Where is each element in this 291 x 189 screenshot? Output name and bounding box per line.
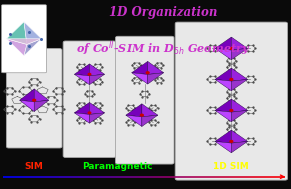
Circle shape	[230, 47, 233, 49]
Polygon shape	[74, 74, 89, 85]
Circle shape	[230, 140, 233, 142]
Polygon shape	[34, 100, 49, 112]
Polygon shape	[89, 64, 104, 76]
Circle shape	[230, 78, 233, 80]
Polygon shape	[215, 130, 231, 143]
Polygon shape	[89, 113, 104, 123]
Text: 1D SIM: 1D SIM	[214, 162, 249, 171]
FancyBboxPatch shape	[175, 22, 288, 180]
FancyBboxPatch shape	[1, 5, 47, 73]
Circle shape	[146, 72, 149, 74]
Text: 1D Organization: 1D Organization	[109, 6, 217, 19]
FancyBboxPatch shape	[63, 41, 116, 157]
Polygon shape	[215, 110, 231, 122]
Polygon shape	[74, 102, 89, 114]
Polygon shape	[231, 79, 248, 91]
Polygon shape	[132, 73, 148, 84]
Polygon shape	[215, 37, 231, 50]
Text: SIM: SIM	[25, 162, 44, 171]
Polygon shape	[126, 104, 142, 117]
Circle shape	[88, 74, 91, 75]
Polygon shape	[148, 73, 164, 84]
Polygon shape	[24, 39, 41, 56]
Polygon shape	[6, 22, 27, 44]
Polygon shape	[215, 99, 231, 112]
Polygon shape	[126, 115, 142, 126]
Polygon shape	[231, 37, 248, 50]
Polygon shape	[148, 61, 164, 74]
Polygon shape	[231, 48, 248, 60]
Polygon shape	[19, 89, 34, 102]
Circle shape	[141, 114, 143, 116]
Polygon shape	[74, 113, 89, 123]
Circle shape	[230, 109, 233, 111]
FancyBboxPatch shape	[116, 36, 174, 164]
Polygon shape	[231, 141, 248, 153]
Polygon shape	[24, 22, 41, 44]
Circle shape	[33, 99, 36, 101]
Polygon shape	[231, 130, 248, 143]
Polygon shape	[215, 141, 231, 153]
Polygon shape	[19, 100, 34, 112]
Text: of Co$^{II}$-SIM in D$_{5h}$ Geometry: of Co$^{II}$-SIM in D$_{5h}$ Geometry	[76, 40, 250, 58]
Polygon shape	[34, 89, 49, 102]
Polygon shape	[142, 115, 158, 126]
Circle shape	[88, 112, 91, 114]
Polygon shape	[231, 99, 248, 112]
Polygon shape	[74, 64, 89, 76]
Polygon shape	[142, 104, 158, 117]
Polygon shape	[231, 68, 248, 81]
Polygon shape	[215, 48, 231, 60]
FancyBboxPatch shape	[6, 49, 62, 148]
Polygon shape	[215, 79, 231, 91]
Polygon shape	[6, 39, 27, 56]
Polygon shape	[231, 110, 248, 122]
Text: Paramagnetic: Paramagnetic	[82, 162, 152, 171]
Polygon shape	[89, 102, 104, 114]
Polygon shape	[132, 61, 148, 74]
Polygon shape	[6, 39, 41, 44]
Polygon shape	[215, 68, 231, 81]
Polygon shape	[89, 74, 104, 85]
